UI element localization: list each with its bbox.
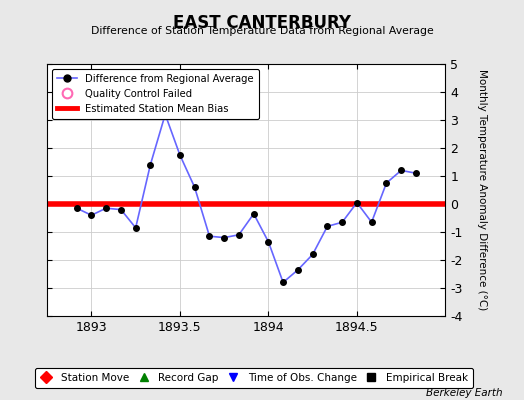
Legend: Station Move, Record Gap, Time of Obs. Change, Empirical Break: Station Move, Record Gap, Time of Obs. C… xyxy=(35,368,473,388)
Text: EAST CANTERBURY: EAST CANTERBURY xyxy=(173,14,351,32)
Legend: Difference from Regional Average, Quality Control Failed, Estimated Station Mean: Difference from Regional Average, Qualit… xyxy=(52,69,259,119)
Text: Berkeley Earth: Berkeley Earth xyxy=(427,388,503,398)
Y-axis label: Monthly Temperature Anomaly Difference (°C): Monthly Temperature Anomaly Difference (… xyxy=(476,69,486,311)
Text: Difference of Station Temperature Data from Regional Average: Difference of Station Temperature Data f… xyxy=(91,26,433,36)
